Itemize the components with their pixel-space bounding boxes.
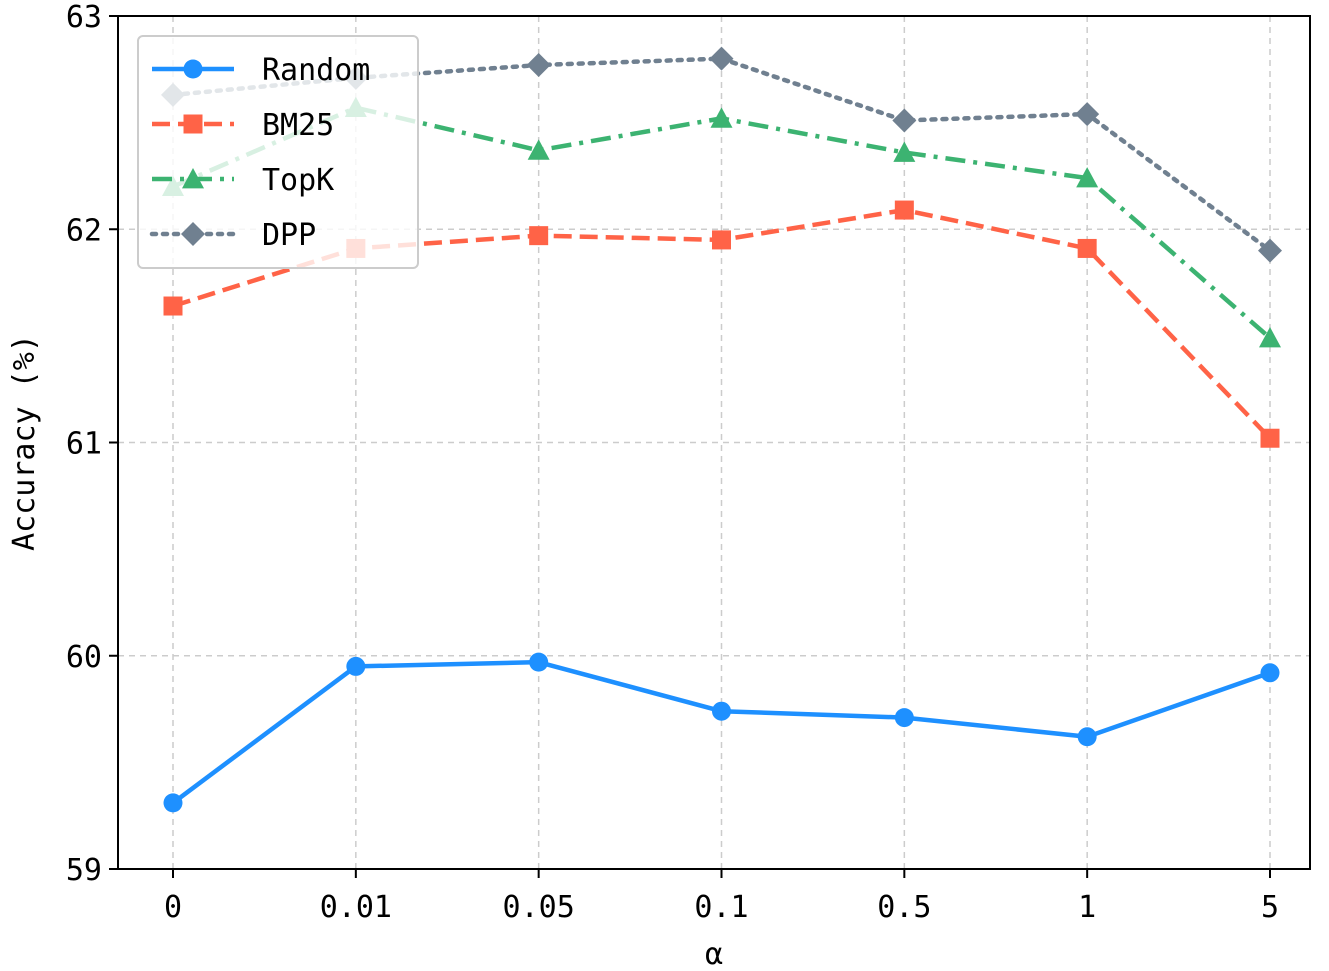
x-tick-label: 0 [164, 890, 182, 925]
data-point-random [1260, 663, 1280, 683]
legend-marker-dpp [181, 222, 205, 246]
series-random [163, 652, 1280, 813]
data-point-random [163, 793, 183, 813]
x-tick-label: 0.05 [503, 890, 575, 925]
data-point-topk [710, 107, 733, 128]
legend-label-dpp: DPP [262, 218, 316, 253]
y-tick-label: 59 [66, 853, 102, 888]
x-tick-label: 5 [1261, 890, 1279, 925]
data-point-bm25 [529, 226, 549, 246]
legend-marker-random [183, 59, 203, 79]
data-point-bm25 [1260, 428, 1280, 448]
x-tick-label: 0.1 [694, 890, 748, 925]
data-point-random [529, 652, 549, 672]
x-tick-label: 1 [1078, 890, 1096, 925]
data-point-dpp [1075, 102, 1100, 127]
legend-label-random: Random [262, 53, 370, 88]
x-tick-label: 0.5 [877, 890, 931, 925]
legend: Random BM25 TopK DPP [137, 35, 419, 269]
data-point-topk [1259, 327, 1281, 348]
data-point-topk [527, 139, 550, 160]
data-point-dpp [1258, 238, 1282, 263]
data-point-bm25 [1077, 238, 1097, 258]
legend-label-topk: TopK [262, 163, 334, 198]
y-tick-label: 62 [66, 213, 102, 248]
legend-marker-bm25 [183, 114, 203, 134]
y-tick-label: 61 [66, 427, 102, 462]
x-axis-label: α [705, 937, 723, 971]
data-point-dpp [526, 53, 551, 78]
x-tick-label: 0.01 [320, 890, 392, 925]
data-point-topk [893, 141, 916, 162]
data-point-topk [1076, 167, 1099, 188]
data-point-bm25 [894, 200, 914, 220]
legend-item-random: Random [152, 53, 370, 88]
legend-item-topk: TopK [152, 163, 334, 198]
data-point-dpp [892, 108, 917, 133]
legend-label-bm25: BM25 [262, 108, 334, 143]
ticks: 0 0.01 0.05 0.1 0.5 1 5 59 60 61 62 63 [66, 0, 1279, 925]
legend-item-dpp: DPP [149, 218, 316, 253]
legend-marker-topk [182, 168, 204, 189]
data-point-random [712, 701, 731, 721]
data-point-random [346, 656, 366, 676]
legend-box [137, 35, 419, 269]
data-point-random [1077, 727, 1097, 747]
data-point-bm25 [712, 230, 731, 250]
data-point-random [894, 708, 914, 728]
y-tick-label: 60 [66, 640, 102, 675]
data-point-dpp [709, 46, 734, 71]
data-point-bm25 [163, 296, 183, 316]
legend-item-bm25: BM25 [152, 108, 334, 143]
y-axis-label: Accuracy (%) [7, 334, 42, 551]
y-tick-label: 63 [66, 0, 102, 35]
